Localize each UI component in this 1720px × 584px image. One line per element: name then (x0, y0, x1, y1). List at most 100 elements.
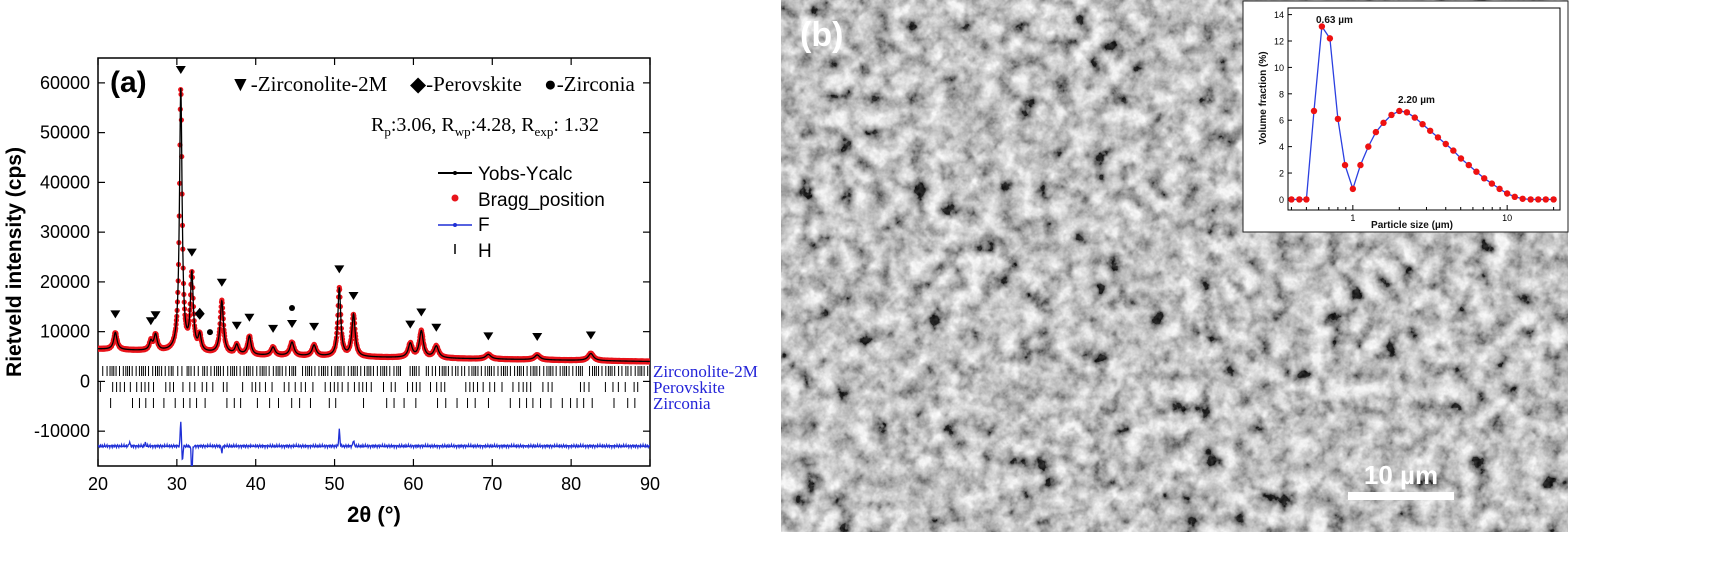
inset-point (1296, 196, 1303, 203)
zirconolite-marker (334, 265, 345, 274)
zirconolite-marker (110, 310, 121, 319)
inset-y-tick-label: 12 (1274, 37, 1284, 47)
r-factors: Rp:3.06, Rwp:4.28, Rexp: 1.32 (371, 114, 599, 139)
zirconolite-marker (150, 311, 161, 320)
inset-peak-label-2: 2.20 µm (1398, 95, 1435, 106)
legend-zirconia: ●-Zirconia (544, 72, 635, 96)
legend-perovskite: ◆-Perovskite (410, 72, 522, 96)
phase-markers (110, 66, 596, 341)
inset-chart: 0 2 4 6 8 10 12 14 1 10 0.63 µm 2.20 µm Particle … (1242, 0, 1569, 233)
inset-point (1481, 175, 1488, 182)
inset-point (1349, 185, 1357, 193)
panel-b-label: (b) (800, 16, 843, 54)
phase-label-zirconia: Zirconia (653, 394, 711, 413)
inset-point (1396, 107, 1403, 115)
inset-point (1426, 127, 1434, 134)
phase-legend: ▼-Zirconolite-2M ◆-Perovskite ●-Zirconia (230, 72, 635, 96)
inset-x-tick-label: 1 (1350, 213, 1355, 223)
zirconolite-marker (585, 331, 596, 340)
y-tick-label: 10000 (40, 322, 90, 342)
inset-point (1511, 193, 1518, 200)
inset-point (1403, 109, 1411, 116)
inset-y-axis-label: Volume fraction (%) (1258, 51, 1269, 144)
x-tick-label: 20 (88, 474, 108, 494)
inset-point (1326, 35, 1334, 42)
legend-f: F (478, 215, 490, 236)
legend-swatch-f-dot (453, 223, 457, 227)
bragg-tick-rows (99, 366, 649, 408)
inset-point (1503, 190, 1511, 197)
inset-point (1388, 111, 1395, 119)
legend-h: H (478, 241, 492, 262)
zirconolite-marker (145, 317, 156, 326)
legend-swatch-yobs-ycalc-dot (453, 171, 457, 175)
legend-yobs-ycalc: Yobs-Ycalc (478, 164, 572, 185)
x-tick-label: 90 (640, 474, 660, 494)
inset-y-tick-label: 8 (1279, 89, 1284, 99)
zirconolite-marker (405, 320, 416, 329)
inset-point (1434, 134, 1442, 141)
inset-x-axis-label: Particle size (µm) (1371, 220, 1453, 231)
y-tick-label: 0 (80, 371, 90, 391)
inset-point (1419, 120, 1426, 128)
inset-point (1357, 161, 1364, 169)
y-tick-label: 50000 (40, 123, 90, 143)
zirconolite-marker (216, 278, 227, 287)
phase-label-zirconolite: Zirconolite-2M (653, 362, 758, 381)
inset-point (1310, 107, 1318, 115)
zirconolite-marker (348, 292, 359, 301)
inset-point (1442, 140, 1449, 148)
y-tick-label: 20000 (40, 272, 90, 292)
zirconolite-marker (268, 324, 279, 333)
zirconolite-marker (244, 313, 255, 322)
inset-point (1473, 168, 1480, 175)
difference-curve (98, 421, 650, 466)
y-tick-label: 60000 (40, 73, 90, 93)
x-tick-label: 70 (482, 474, 502, 494)
x-tick-label: 30 (167, 474, 187, 494)
inset-point (1535, 196, 1542, 203)
inset-y-tick-label: 0 (1279, 195, 1284, 205)
inset-point (1527, 196, 1534, 203)
phase-label-perovskite: Perovskite (653, 378, 725, 397)
inset-point (1465, 161, 1472, 169)
y-tick-label: 30000 (40, 222, 90, 242)
inset-y-tick-label: 10 (1274, 63, 1284, 73)
difference-line (98, 421, 650, 466)
zirconolite-marker (532, 332, 543, 341)
inset-point (1496, 185, 1503, 193)
xrd-axes: 20 30 40 50 60 70 80 90 -10000 0 10000 20000 30000 40… (34, 57, 660, 494)
plot-frame (97, 57, 651, 467)
inset-point (1318, 23, 1326, 30)
zirconolite-marker (416, 308, 427, 317)
zirconolite-marker (309, 322, 320, 331)
inset-axes: 0 2 4 6 8 10 12 14 1 10 (1274, 7, 1561, 223)
inset-point (1450, 147, 1457, 154)
inset-y-tick-label: 4 (1279, 142, 1284, 152)
inset-point (1457, 155, 1465, 162)
zirconolite-marker (483, 332, 494, 341)
inset-point (1380, 119, 1387, 127)
inset-point (1411, 114, 1418, 121)
series-legend: Yobs-Ycalc Bragg_position F H (438, 164, 605, 262)
legend-bragg-position: Bragg_position (478, 190, 605, 211)
zirconolite-marker (186, 248, 197, 257)
legend-swatch-bragg (451, 194, 459, 202)
inset-y-tick-label: 2 (1279, 169, 1284, 179)
inset-y-tick-label: 6 (1279, 116, 1284, 126)
scale-bar-label: 10 µm (1364, 460, 1438, 490)
inset-point (1519, 195, 1526, 202)
y-tick-label: 40000 (40, 172, 90, 192)
zirconia-marker (206, 329, 213, 336)
y-tick-label: -10000 (34, 421, 90, 441)
x-tick-label: 60 (403, 474, 423, 494)
inset-y-tick-label: 14 (1274, 10, 1284, 20)
phase-row-labels: Zirconolite-2M Perovskite Zirconia (653, 362, 758, 413)
inset-point (1341, 161, 1349, 169)
scale-bar: 10 µm (1348, 460, 1454, 500)
inset-point (1550, 196, 1557, 203)
x-tick-label: 50 (325, 474, 345, 494)
inset-frame (1287, 7, 1561, 211)
y-axis-label: Rietveld intensity (cps) (3, 147, 26, 377)
